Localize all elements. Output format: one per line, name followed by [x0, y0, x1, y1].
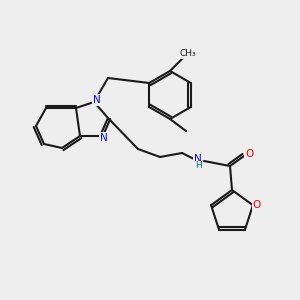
Text: N: N — [194, 154, 202, 164]
Text: N: N — [93, 95, 101, 105]
Text: N: N — [100, 133, 108, 143]
Text: O: O — [253, 200, 261, 210]
Text: CH₃: CH₃ — [180, 50, 196, 58]
Text: H: H — [195, 161, 201, 170]
Text: O: O — [245, 149, 253, 159]
